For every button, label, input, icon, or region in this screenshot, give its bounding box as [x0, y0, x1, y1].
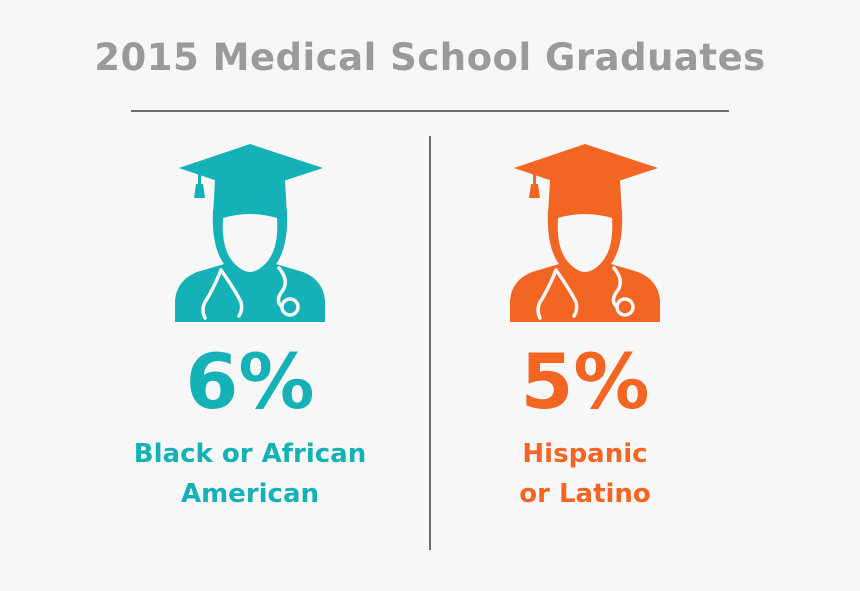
group-panel-black: 6% Black or African American — [85, 140, 415, 514]
title-divider — [131, 110, 729, 112]
group-label: Black or African American — [85, 434, 415, 514]
graduate-doctor-icon — [420, 140, 750, 322]
group-label-line2: American — [180, 479, 320, 509]
group-label-line2: or Latino — [519, 479, 651, 509]
group-label: Hispanic or Latino — [420, 434, 750, 514]
graduate-doctor-icon — [85, 140, 415, 322]
group-label-line1: Hispanic — [522, 439, 648, 469]
group-label-line1: Black or African — [133, 439, 367, 469]
center-divider — [429, 136, 431, 550]
percent-value: 6% — [185, 337, 315, 426]
group-panel-hispanic: 5% Hispanic or Latino — [420, 140, 750, 514]
percent-value: 5% — [520, 337, 650, 426]
page-title: 2015 Medical School Graduates — [94, 36, 766, 79]
